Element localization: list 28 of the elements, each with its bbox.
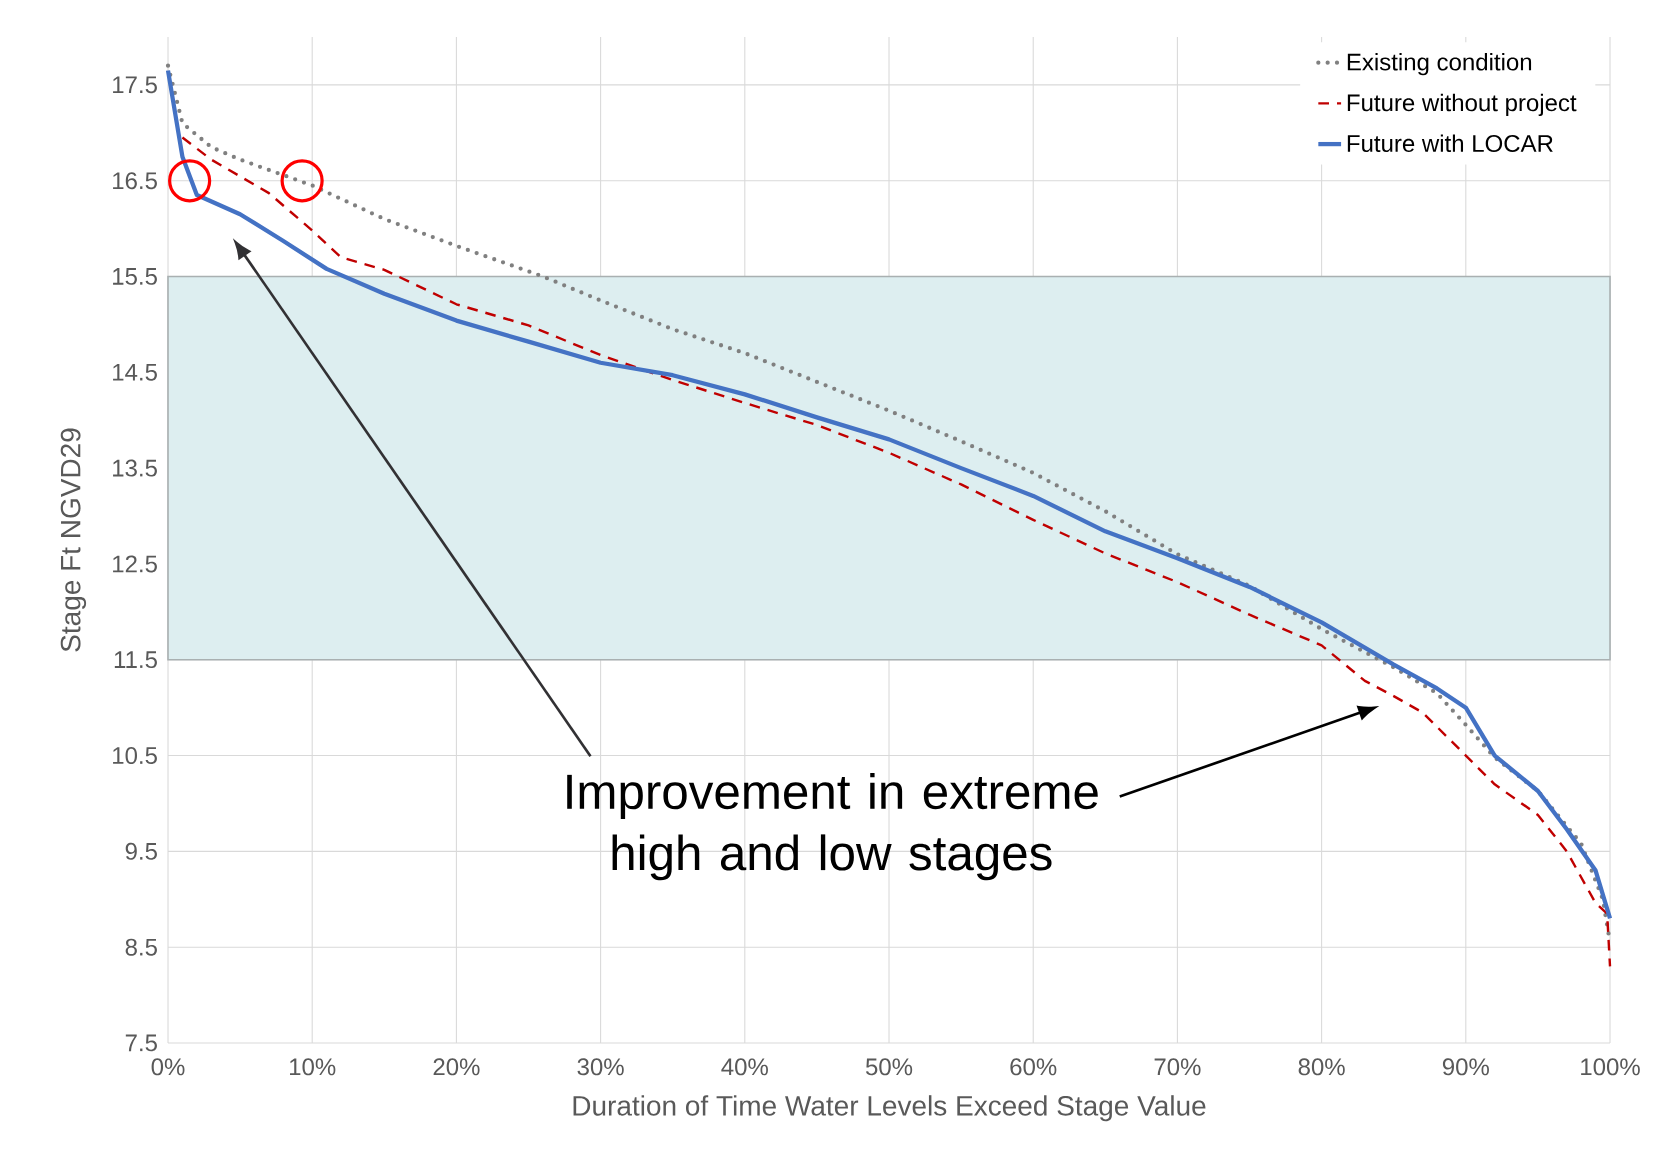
x-tick-label: 100% [1581, 1058, 1640, 1076]
y-axis-title: Stage Ft NGVD29 [60, 428, 87, 652]
y-tick-label: 16.5 [113, 172, 157, 190]
legend-label: Existing condition [1347, 52, 1532, 76]
x-tick-label: 70% [1154, 1058, 1201, 1076]
y-tick-label: 17.5 [113, 76, 157, 94]
x-tick-label: 80% [1298, 1058, 1345, 1076]
x-tick-label: 60% [1010, 1058, 1057, 1076]
y-tick-label: 11.5 [114, 651, 157, 669]
x-tick-label: 20% [433, 1058, 480, 1076]
y-tick-label: 13.5 [113, 459, 157, 477]
x-axis-title: Duration of Time Water Levels Exceed Stage Value [573, 1095, 1206, 1122]
y-tick-label: 10.5 [113, 747, 157, 765]
y-tick-label: 9.5 [125, 842, 157, 860]
y-tick-label: 12.5 [113, 555, 157, 573]
x-tick-label: 10% [290, 1058, 336, 1076]
y-tick-label: 8.5 [125, 938, 157, 956]
legend-label: Future with LOCAR [1347, 134, 1553, 153]
x-tick-label: 50% [865, 1058, 913, 1076]
annotation: Improvement in extreme high and low stages [567, 773, 1098, 881]
x-tick-label: 90% [1442, 1058, 1489, 1076]
y-tick-label: 7.5 [125, 1034, 157, 1052]
y-tick-label: 14.5 [113, 363, 157, 381]
x-tick-label: 30% [577, 1058, 624, 1076]
legend-label: Future without project [1347, 93, 1577, 117]
x-tick-label: 40% [721, 1058, 768, 1076]
x-tick-label: 0% [151, 1058, 185, 1076]
y-tick-label: 15.5 [113, 268, 157, 285]
